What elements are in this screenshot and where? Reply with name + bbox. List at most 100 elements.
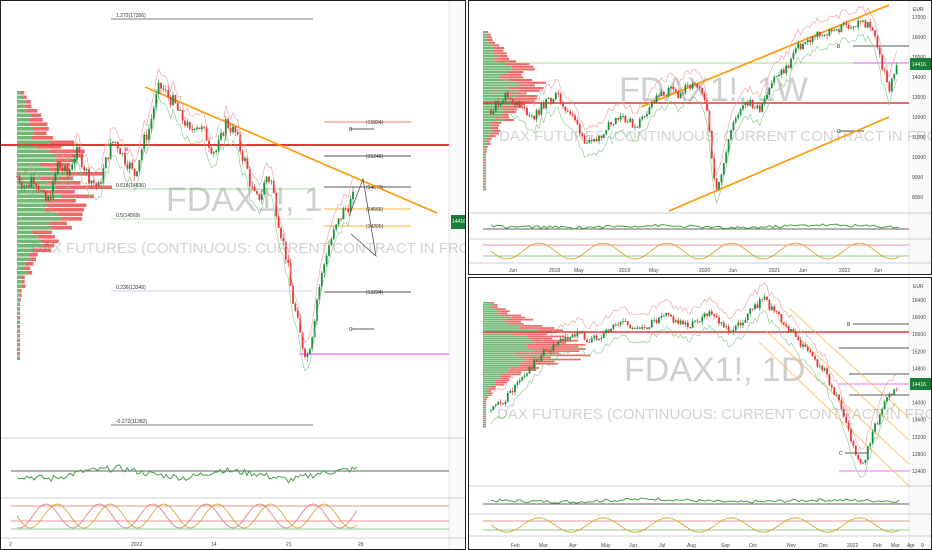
candle-body: [602, 333, 605, 338]
volume-profile-bar-up: [17, 221, 51, 226]
candle-body: [562, 102, 564, 107]
volume-profile-bar-up: [17, 356, 19, 361]
volume-profile-bar-down: [24, 104, 32, 109]
volume-profile-bar-up: [483, 371, 507, 373]
candle-body: [703, 93, 706, 101]
x-tick-label: 14: [211, 542, 217, 548]
candle-body: [44, 191, 47, 201]
candle-body: [598, 136, 600, 142]
candle-body: [530, 366, 533, 370]
volume-profile-bar-down: [18, 329, 20, 334]
candle-body: [30, 177, 33, 188]
upper-envelope: [16, 67, 354, 344]
candle-body: [778, 311, 780, 315]
candle-body: [188, 122, 191, 129]
candle-body: [888, 393, 891, 398]
left-x-axis[interactable]: 2 2022 14 21 28: [9, 542, 364, 548]
volume-profile-bar-down: [19, 320, 20, 325]
candle-body: [691, 321, 694, 328]
x-tick-label: Apr: [907, 543, 915, 549]
volume-profile-bar-down: [484, 411, 486, 413]
volume-profile-bar-down: [511, 65, 534, 68]
candle-body: [71, 164, 74, 170]
candle-body: [890, 393, 893, 396]
candle-body: [694, 83, 696, 84]
volume-profile-bar-up: [483, 169, 485, 172]
top-right-chart-svg[interactable]: FDAX1!, 1W DAX FUTURES (CONTINUOUS: CURR…: [469, 1, 932, 275]
candle-body: [785, 65, 788, 74]
left-chart-pane[interactable]: FDAX1!, 1 DAX FUTURES (CONTINUOUS: CURRE…: [0, 0, 466, 550]
br-x-axis[interactable]: Feb Mar Apr May Jun Jul Aug Sep Oct Nov Dec 2022 Feb…: [511, 543, 924, 549]
candle-body: [169, 96, 172, 106]
volume-profile-bar-down: [487, 394, 492, 397]
x-tick-label: Jun: [799, 268, 807, 274]
candle-body: [811, 36, 814, 42]
candle-body: [542, 349, 545, 356]
volume-profile-bar-down: [502, 73, 522, 76]
candle-body: [121, 153, 124, 155]
candle-body: [737, 322, 740, 326]
candle-body: [713, 314, 716, 317]
candle-body: [248, 168, 251, 187]
bottom-right-chart-svg[interactable]: FDAX1!, 1D DAX FUTURES (CONTINUOUS: CURR…: [469, 278, 932, 550]
volume-profile-bar-up: [17, 280, 22, 284]
volume-profile-bar-up: [483, 318, 507, 321]
candle-body: [631, 118, 634, 128]
volume-profile-bar-down: [493, 304, 498, 306]
volume-profile-bar-down: [485, 31, 489, 34]
left-chart-svg[interactable]: FDAX1!, 1 DAX FUTURES (CONTINUOUS: CURRE…: [1, 1, 466, 550]
candle-body: [523, 106, 526, 108]
candle-body: [742, 322, 744, 326]
volume-profile-bar-up: [17, 325, 19, 329]
volume-profile-bar-up: [17, 253, 30, 257]
tr-x-axis[interactable]: Jun 2018 May 2019 May 2020 Jun 2021 Jun 2022 Jun: [509, 268, 882, 274]
candle-body: [703, 313, 706, 317]
x-tick-label: Sep: [721, 543, 730, 549]
candle-body: [674, 89, 677, 92]
candle-body: [186, 122, 189, 126]
volume-profile-bar-up: [483, 323, 511, 325]
candle-body: [610, 122, 612, 125]
x-tick-label: Jul: [659, 543, 665, 549]
price-tick-label: 12800: [912, 452, 926, 458]
left-price-axis[interactable]: [449, 1, 466, 550]
volume-profile-bar-down: [510, 323, 524, 325]
top-right-chart-pane[interactable]: FDAX1!, 1W DAX FUTURES (CONTINUOUS: CURR…: [468, 0, 932, 275]
x-tick-label: 2022: [839, 268, 850, 274]
candle-body: [838, 29, 840, 33]
candle-body: [727, 326, 730, 334]
volume-profile-bar-up: [483, 320, 505, 323]
x-tick-label: 2021: [769, 268, 780, 274]
candle-body: [845, 23, 848, 25]
candle-body: [506, 92, 509, 98]
volume-profile-bar-up: [17, 329, 19, 334]
candle-body: [148, 128, 150, 140]
volume-profile-bar-down: [33, 131, 47, 136]
volume-profile-bar-up: [17, 136, 32, 140]
candle-body: [768, 299, 771, 310]
volume-profile-bar-up: [483, 362, 520, 365]
volume-profile-bar-up: [483, 425, 485, 428]
candle-body: [576, 120, 579, 125]
volume-profile-bar-down: [50, 221, 67, 226]
br-price-axis[interactable]: [909, 278, 932, 550]
candle-body: [37, 185, 40, 190]
x-tick-label: Feb: [873, 543, 882, 549]
volume-profile-bar-up: [17, 316, 19, 320]
volume-profile-bar-down: [493, 52, 507, 55]
candle-body: [677, 91, 680, 99]
br-oscillator-1: [490, 497, 900, 504]
volume-profile-bar-up: [17, 307, 19, 311]
bottom-right-chart-pane[interactable]: FDAX1!, 1D DAX FUTURES (CONTINUOUS: CURR…: [468, 277, 932, 550]
volume-profile-bar-up: [483, 73, 503, 76]
candle-body: [64, 166, 66, 171]
x-tick-label: 2: [9, 542, 12, 548]
candle-body: [770, 82, 773, 89]
volume-profile-bar-down: [32, 248, 52, 253]
volume-profile-bar-up: [17, 226, 51, 230]
volume-profile-bar-down: [520, 325, 543, 327]
candle-body: [660, 91, 663, 97]
lower-envelope: [16, 95, 354, 372]
volume-profile-bar-down: [500, 113, 509, 116]
candle-body: [722, 163, 725, 175]
